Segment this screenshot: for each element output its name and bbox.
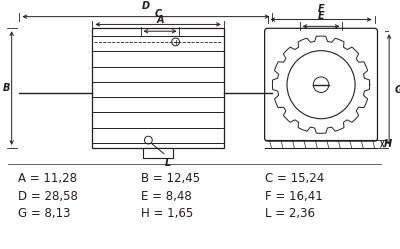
Text: G: G [395, 85, 400, 95]
Text: L = 2,36: L = 2,36 [265, 207, 315, 220]
Text: L: L [165, 158, 171, 168]
Text: H: H [384, 139, 392, 149]
Text: D = 28,58: D = 28,58 [18, 190, 77, 203]
Text: A = 11,28: A = 11,28 [18, 172, 76, 185]
Text: G = 8,13: G = 8,13 [18, 207, 70, 220]
Text: E: E [318, 10, 324, 20]
Text: F = 16,41: F = 16,41 [265, 190, 322, 203]
Text: D: D [142, 1, 150, 11]
Text: E = 8,48: E = 8,48 [141, 190, 192, 203]
Text: C = 15,24: C = 15,24 [265, 172, 324, 185]
FancyBboxPatch shape [265, 28, 378, 141]
Text: C: C [154, 8, 162, 19]
FancyBboxPatch shape [144, 148, 173, 158]
Text: A: A [156, 15, 164, 25]
Text: B: B [2, 83, 10, 93]
Text: H = 1,65: H = 1,65 [141, 207, 193, 220]
Text: F: F [318, 4, 324, 14]
FancyBboxPatch shape [92, 28, 224, 148]
Text: B = 12,45: B = 12,45 [141, 172, 200, 185]
